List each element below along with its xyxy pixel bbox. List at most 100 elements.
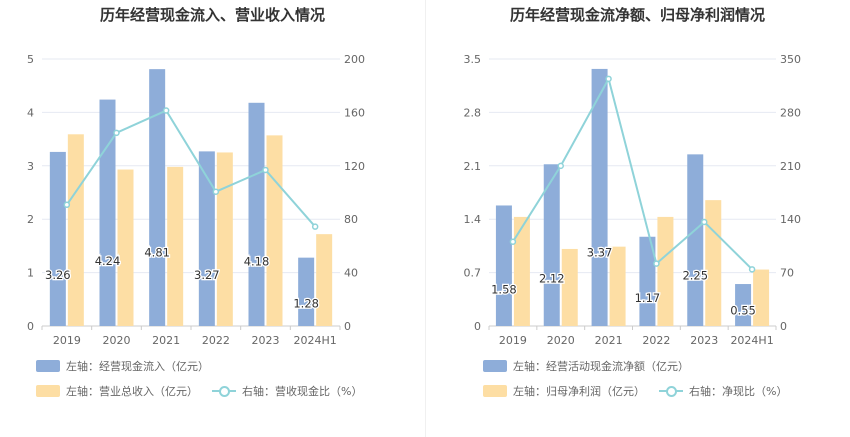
bar-data-label: 2.25 (682, 269, 708, 283)
legend-label: 左轴：归母净利润（亿元） (513, 385, 645, 398)
legend-label: 右轴：营收现金比（%） (242, 385, 363, 398)
legend-label: 左轴：经营活动现金流净额（亿元） (513, 360, 689, 373)
y-tick-label-right: 70 (780, 267, 794, 280)
line-series3 (512, 76, 753, 271)
x-tick-label: 2021 (595, 334, 623, 347)
bar-series2 (513, 216, 530, 326)
legend-item-net-profit[interactable]: 左轴：归母净利润（亿元） (483, 383, 645, 399)
bar-data-label: 4.18 (244, 255, 270, 269)
panel-divider (425, 0, 426, 437)
legend-label: 左轴：经营现金流入（亿元） (66, 360, 209, 373)
legend-swatch-line (212, 385, 236, 397)
bar-series1 (248, 102, 265, 327)
y-tick-label-right: 0 (344, 320, 351, 333)
y-tick-label-right: 80 (344, 213, 358, 226)
line-point (653, 260, 660, 267)
bar-data-label: 3.37 (587, 246, 613, 260)
bar-data-label: 2.12 (539, 271, 565, 285)
y-tick-label-left: 2.8 (464, 106, 482, 119)
line-point (557, 162, 564, 170)
x-tick-label: 2020 (103, 334, 131, 347)
bar-data-label: 4.24 (95, 254, 121, 268)
legend-row-1: 左轴：经营活动现金流净额（亿元） (483, 358, 703, 374)
chart-svg-right: 0 0 0.7 70 1.4 140 2.1 210 2.8 280 3.5 350 2019 2020 2… (464, 53, 802, 347)
chart-title: 历年经营现金流净额、归母净利润情况 (509, 6, 765, 24)
bar-series2 (167, 166, 184, 326)
chart-panel-left: 历年经营现金流入、营业收入情况 0 0 1 40 2 80 3 120 4 160 5 200 2019… (27, 6, 376, 399)
bar-series2 (117, 169, 134, 326)
legend-item-cash-inflow[interactable]: 左轴：经营现金流入（亿元） (36, 358, 209, 374)
y-tick-label-left: 1.4 (464, 213, 482, 226)
legend-swatch-bar2 (483, 385, 507, 397)
legend-label: 右轴：净现比（%） (689, 385, 788, 398)
x-tick-label: 2024H1 (730, 334, 773, 347)
legend-swatch-line (659, 385, 683, 397)
line-point (605, 75, 612, 83)
bar-series1 (495, 205, 512, 326)
legend-row-2: 左轴：归母净利润（亿元） 右轴：净现比（%） (483, 383, 801, 399)
y-tick-label-left: 2.1 (464, 160, 482, 173)
bar-data-label: 4.81 (144, 246, 170, 260)
x-tick-label: 2022 (202, 334, 230, 347)
bar-series1 (735, 284, 752, 326)
line-point (262, 166, 269, 174)
bar-series2 (753, 269, 770, 326)
bar-series1 (49, 151, 66, 326)
line-point (162, 107, 170, 114)
legend-row-2: 左轴：营业总收入（亿元） 右轴：营收现金比（%） (36, 383, 376, 399)
bar-series1 (198, 151, 215, 326)
y-tick-label-left: 1 (27, 267, 34, 280)
y-tick-label-left: 0 (27, 320, 34, 333)
legend-swatch-bar1 (483, 360, 507, 372)
legend-row-1: 左轴：经营现金流入（亿元） (36, 358, 223, 374)
legend-label: 左轴：营业总收入（亿元） (66, 385, 198, 398)
legend-item-net-cash-flow[interactable]: 左轴：经营活动现金流净额（亿元） (483, 358, 689, 374)
line-point (748, 266, 756, 273)
bar-data-label: 1.17 (635, 291, 661, 305)
y-tick-label-left: 4 (27, 106, 34, 119)
y-tick-label-right: 200 (344, 53, 365, 66)
bar-series2 (705, 200, 722, 326)
y-tick-label-right: 350 (780, 53, 801, 66)
legend-swatch-bar1 (36, 360, 60, 372)
y-tick-label-left: 2 (27, 213, 34, 226)
bar-series1 (591, 68, 608, 326)
chart-title: 历年经营现金流入、营业收入情况 (99, 6, 325, 24)
chart-svg-left: 0 0 1 40 2 80 3 120 4 160 5 200 2019 2020 2021 2022 2023… (27, 53, 365, 347)
bar-data-label: 3.27 (194, 268, 220, 282)
line-point (212, 188, 220, 195)
bar-data-label: 1.58 (491, 282, 517, 296)
y-tick-label-right: 120 (344, 160, 365, 173)
y-tick-label-left: 5 (27, 53, 34, 66)
x-tick-label: 2023 (690, 334, 718, 347)
bar-data-label: 0.55 (730, 304, 756, 318)
legend-swatch-bar2 (36, 385, 60, 397)
y-tick-label-left: 3.5 (464, 53, 482, 66)
y-tick-label-right: 140 (780, 213, 801, 226)
bar-series2 (216, 152, 233, 326)
legend-item-net-cash-ratio[interactable]: 右轴：净现比（%） (659, 383, 787, 399)
line-point (509, 238, 517, 245)
bar-series2 (266, 135, 283, 326)
bar-series1 (99, 99, 116, 326)
bar-series1 (639, 236, 656, 326)
y-tick-label-left: 3 (27, 160, 34, 173)
legend-item-revenue[interactable]: 左轴：营业总收入（亿元） (36, 383, 198, 399)
y-tick-label-right: 210 (780, 160, 801, 173)
bar-series2 (609, 246, 626, 326)
y-tick-label-left: 0 (474, 320, 481, 333)
bar-series1 (298, 257, 315, 326)
bar-series2 (657, 216, 674, 326)
x-tick-label: 2019 (53, 334, 81, 347)
line-point (701, 218, 708, 226)
line-point (311, 223, 319, 230)
legend-item-cash-ratio[interactable]: 右轴：营收现金比（%） (212, 383, 362, 399)
y-tick-label-right: 280 (780, 106, 801, 119)
bar-series2 (561, 248, 578, 326)
bar-data-label: 1.28 (293, 297, 319, 311)
x-tick-label: 2022 (642, 334, 670, 347)
y-tick-label-left: 0.7 (464, 267, 482, 280)
bar-series2 (67, 134, 84, 326)
x-tick-label: 2023 (252, 334, 280, 347)
line-series3 (66, 109, 316, 228)
